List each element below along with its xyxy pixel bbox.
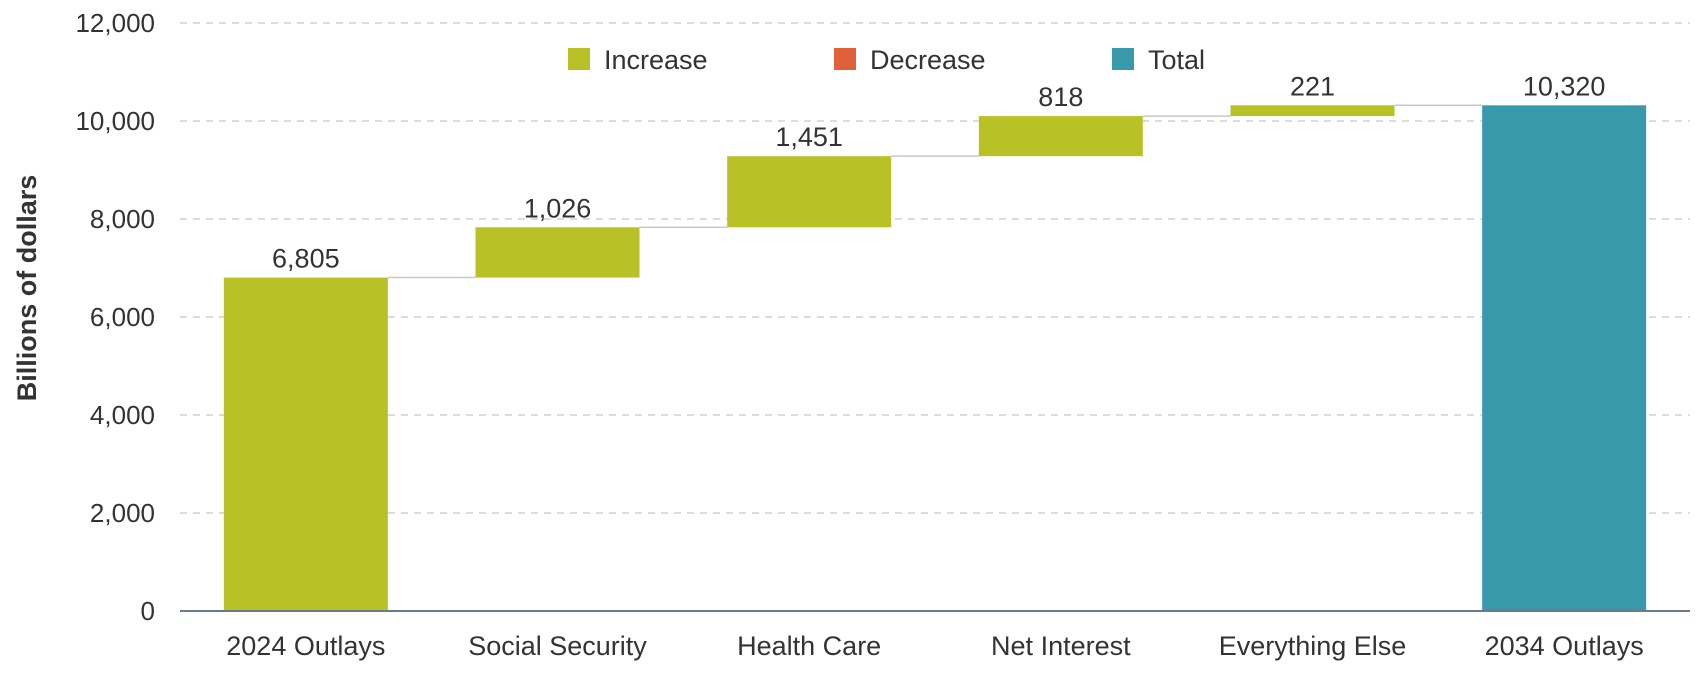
y-tick-label: 10,000 bbox=[75, 106, 155, 136]
y-tick-label: 12,000 bbox=[75, 8, 155, 38]
legend-label: Decrease bbox=[870, 45, 986, 75]
legend-swatch bbox=[1112, 48, 1134, 70]
data-label: 6,805 bbox=[272, 244, 340, 274]
y-tick-label: 8,000 bbox=[90, 204, 155, 234]
bar bbox=[727, 156, 892, 228]
category-labels: 2024 Outlays Social Security Health Care Ne… bbox=[226, 631, 1643, 661]
y-axis-title: Billions of dollars bbox=[12, 175, 42, 402]
legend: Increase Decrease Total bbox=[568, 45, 1205, 75]
data-labels: 6,805 1,026 1,451 818 221 10,320 bbox=[272, 71, 1605, 273]
data-label: 221 bbox=[1290, 71, 1335, 101]
y-tick-label: 0 bbox=[141, 596, 155, 626]
data-label: 1,451 bbox=[775, 122, 843, 152]
category-label: 2024 Outlays bbox=[226, 631, 385, 661]
bar bbox=[978, 116, 1143, 157]
category-label: Everything Else bbox=[1219, 631, 1407, 661]
category-label: Health Care bbox=[737, 631, 881, 661]
category-label: Social Security bbox=[468, 631, 647, 661]
data-label: 818 bbox=[1038, 82, 1083, 112]
y-axis-ticks: 0 2,000 4,000 6,000 8,000 10,000 12,000 bbox=[75, 8, 155, 626]
category-label: 2034 Outlays bbox=[1485, 631, 1644, 661]
y-tick-label: 6,000 bbox=[90, 302, 155, 332]
legend-swatch bbox=[568, 48, 590, 70]
category-label: Net Interest bbox=[991, 631, 1131, 661]
legend-label: Increase bbox=[604, 45, 708, 75]
bar bbox=[223, 277, 388, 611]
legend-swatch bbox=[834, 48, 856, 70]
connector-lines bbox=[387, 104, 1483, 279]
bar bbox=[1230, 105, 1395, 117]
bar bbox=[475, 227, 640, 278]
legend-label: Total bbox=[1148, 45, 1205, 75]
y-tick-label: 4,000 bbox=[90, 400, 155, 430]
bars bbox=[223, 105, 1647, 611]
grid-lines bbox=[180, 22, 1690, 514]
data-label: 1,026 bbox=[524, 193, 592, 223]
data-label: 10,320 bbox=[1523, 71, 1606, 101]
bar bbox=[1482, 105, 1647, 611]
y-tick-label: 2,000 bbox=[90, 498, 155, 528]
